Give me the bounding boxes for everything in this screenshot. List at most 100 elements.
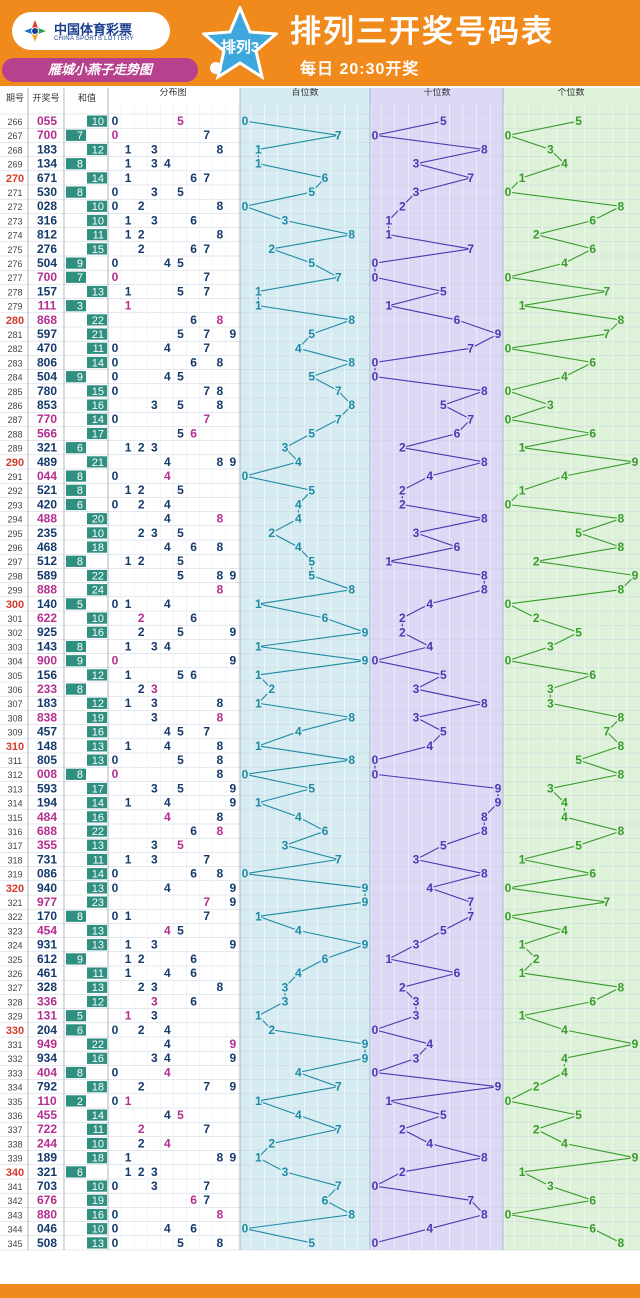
- sum-value: 24: [92, 585, 104, 597]
- distribution-digit: 2: [138, 199, 145, 213]
- distribution-digit: 1: [125, 938, 132, 952]
- distribution-digit: 4: [164, 725, 171, 739]
- draw-number: 111: [38, 299, 57, 313]
- distribution-digit: 5: [177, 256, 184, 270]
- units-point: 3: [547, 696, 554, 710]
- draw-number: 194: [37, 796, 57, 810]
- issue-number: 345: [7, 1239, 22, 1249]
- issue-number: 322: [7, 912, 22, 922]
- tens-point: 3: [413, 682, 420, 696]
- tens-point: 4: [426, 597, 433, 611]
- tens-point: 2: [399, 980, 406, 994]
- distribution-digit: 3: [151, 682, 158, 696]
- sum-value: 15: [92, 244, 104, 256]
- sum-value: 12: [92, 698, 104, 710]
- distribution-digit: 6: [190, 426, 197, 440]
- issue-number: 288: [7, 429, 22, 439]
- tens-point: 3: [413, 995, 420, 1009]
- distribution-digit: 1: [125, 1151, 132, 1165]
- distribution-digit: 8: [216, 810, 223, 824]
- distribution-digit: 0: [112, 1065, 119, 1079]
- sum-value: 13: [92, 940, 104, 952]
- distribution-digit: 6: [190, 213, 197, 227]
- sum-value: 10: [92, 201, 104, 213]
- tens-point: 3: [413, 711, 420, 725]
- units-point: 1: [519, 853, 526, 867]
- sum-value: 14: [92, 357, 104, 369]
- sum-value: 17: [92, 783, 104, 795]
- sum-value: 11: [93, 1124, 104, 1136]
- hundreds-point: 5: [308, 185, 315, 199]
- sum-badge: [87, 427, 107, 440]
- draw-number: 420: [37, 497, 57, 511]
- sum-value: 22: [92, 826, 104, 838]
- sum-badge: [87, 754, 107, 766]
- units-point: 6: [589, 867, 596, 881]
- sum-value: 8: [77, 684, 83, 696]
- units-point: 6: [589, 668, 596, 682]
- draw-number: 455: [37, 1108, 57, 1122]
- distribution-digit: 7: [203, 128, 210, 142]
- lottery-logo: 中国体育彩票 CHINA SPORTS LOTTERY: [12, 12, 170, 50]
- distribution-digit: 6: [190, 242, 197, 256]
- distribution-digit: 8: [216, 355, 223, 369]
- sum-value: 8: [77, 471, 83, 483]
- sum-column-header: 和值: [78, 92, 96, 103]
- hundreds-point: 0: [242, 867, 249, 881]
- units-point: 2: [533, 554, 540, 568]
- distribution-digit: 3: [151, 1051, 158, 1065]
- distribution-digit: 0: [112, 185, 119, 199]
- tens-point: 2: [399, 483, 406, 497]
- sum-badge: [66, 271, 86, 283]
- distribution-digit: 2: [138, 1080, 145, 1094]
- sum-value: 14: [92, 173, 104, 185]
- hundreds-point: 8: [348, 313, 355, 327]
- distribution-digit: 7: [203, 1193, 210, 1207]
- distribution-digit: 9: [230, 568, 237, 582]
- units-point: 6: [589, 242, 596, 256]
- hundreds-point: 5: [308, 256, 315, 270]
- issue-number: 318: [7, 855, 22, 865]
- draw-number: 148: [37, 739, 57, 753]
- hundreds-point: 7: [335, 384, 342, 398]
- tens-point: 6: [454, 540, 461, 554]
- distribution-digit: 0: [112, 1179, 119, 1193]
- distribution-digit: 0: [112, 1222, 119, 1236]
- distribution-digit: 8: [216, 710, 223, 724]
- tens-point: 3: [413, 157, 420, 171]
- sum-value: 11: [93, 343, 104, 355]
- issue-number: 339: [7, 1154, 22, 1164]
- distribution-digit: 8: [216, 384, 223, 398]
- sum-badge: [87, 569, 107, 582]
- issue-number: 324: [7, 941, 22, 951]
- units-point: 6: [589, 1193, 596, 1207]
- units-point: 2: [533, 611, 540, 625]
- sum-badge: [66, 640, 86, 653]
- draw-number: 853: [37, 398, 57, 412]
- hundreds-point: 3: [282, 838, 289, 852]
- units-point: 1: [519, 1009, 526, 1023]
- draw-number: 806: [37, 355, 57, 369]
- units-point: 1: [519, 1165, 526, 1179]
- hundreds-point: 1: [255, 796, 262, 810]
- draw-number: 700: [37, 128, 57, 142]
- sum-value: 18: [92, 542, 104, 554]
- hundreds-point: 6: [322, 171, 329, 185]
- distribution-digit: 8: [216, 824, 223, 838]
- units-point: 7: [603, 725, 610, 739]
- sum-badge: [87, 981, 107, 993]
- units-column-header: 个位数: [557, 88, 584, 97]
- distribution-digit: 8: [216, 228, 223, 242]
- distribution-digit: 7: [203, 341, 210, 355]
- issue-number: 323: [7, 926, 22, 936]
- distribution-digit: 3: [151, 710, 158, 724]
- distribution-digit: 6: [190, 171, 197, 185]
- draw-number: 008: [37, 767, 57, 781]
- units-point: 0: [505, 270, 512, 284]
- distribution-digit: 6: [190, 313, 197, 327]
- sum-value: 16: [92, 400, 104, 412]
- distribution-column-header: 分布图: [159, 88, 186, 97]
- tens-point: 0: [372, 1066, 379, 1080]
- distribution-digit: 1: [125, 909, 132, 923]
